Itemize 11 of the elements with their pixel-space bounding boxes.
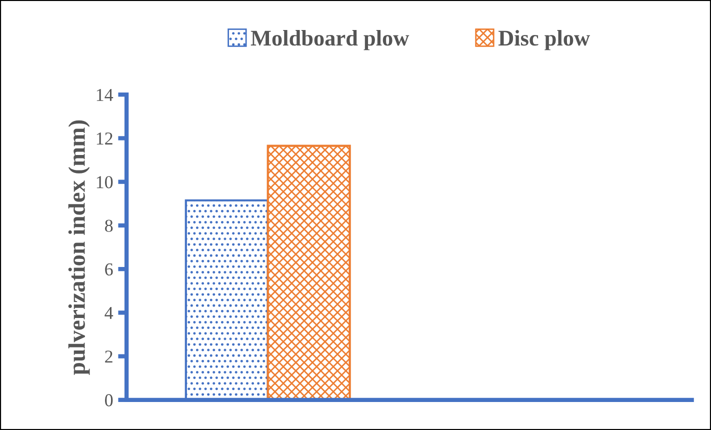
y-tick-label: 10 (96, 176, 113, 188)
legend-label: Moldboard plow (250, 30, 410, 50)
y-tick-label: 8 (105, 220, 113, 232)
y-tick-label: 0 (105, 394, 113, 406)
y-tick-label: 14 (96, 88, 114, 101)
y-tick-label: 12 (96, 132, 112, 144)
y-axis-title: pulverization index (mm) (68, 120, 90, 375)
y-tick-label: 6 (105, 263, 113, 276)
y-tick-label: 4 (104, 307, 114, 319)
y-tick-label: 2 (105, 350, 112, 363)
legend-label: Disc plow (498, 30, 590, 50)
